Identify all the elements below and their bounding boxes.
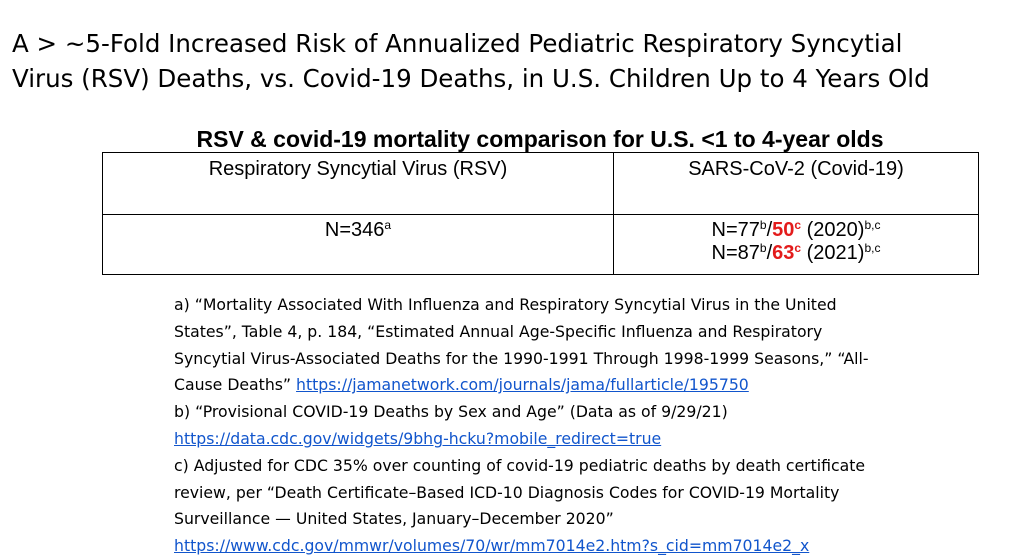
covid-2020-year: (2020) — [801, 219, 865, 241]
table-header-row: Respiratory Syncytial Virus (RSV) SARS-C… — [102, 152, 979, 215]
footnote-ref-a: a — [384, 218, 392, 232]
footnote-c-link[interactable]: https://www.cdc.gov/mmwr/volumes/70/wr/m… — [174, 536, 810, 556]
covid-2021-year: (2021) — [801, 242, 865, 264]
footnote-a-line-2: States”, Table 4, p. 184, “Estimated Ann… — [174, 321, 823, 341]
footnote-b-line-1: b) “Provisional COVID-19 Deaths by Sex a… — [174, 402, 728, 422]
footnotes: a) “Mortality Associated With Influenza … — [174, 292, 964, 560]
footnote-a-line-4: Cause Deaths” https://jamanetwork.com/jo… — [174, 372, 964, 399]
covid-deaths-cell: N=77b/50c (2020)b,c N=87b/63c (2021)b,c — [613, 214, 979, 275]
footnote-a-link[interactable]: https://jamanetwork.com/journals/jama/fu… — [296, 375, 749, 395]
footnote-ref-b: b — [759, 241, 767, 255]
footnote-c-line-3: Surveillance — United States, January–De… — [174, 509, 614, 529]
covid-2020-adjusted: 50 — [772, 219, 795, 241]
footnote-ref-b: b — [759, 218, 767, 232]
rsv-column-header: Respiratory Syncytial Virus (RSV) — [102, 152, 614, 215]
footnote-ref-bc: b,c — [864, 241, 881, 255]
mortality-comparison-table: Respiratory Syncytial Virus (RSV) SARS-C… — [102, 152, 979, 275]
covid-2021-adjusted: 63 — [772, 242, 795, 264]
footnote-a-text: Cause Deaths” — [174, 375, 297, 395]
covid-2020-slash: / — [766, 219, 773, 241]
slide-title-line-1: A > ~5-Fold Increased Risk of Annualized… — [12, 29, 903, 58]
table-row: N=346a N=77b/50c (2020)b,c N=87b/63c (20… — [102, 214, 979, 275]
covid-2020-reported: N=77 — [711, 219, 760, 241]
footnote-ref-bc: b,c — [864, 218, 881, 232]
slide-title-line-2: Virus (RSV) Deaths, vs. Covid-19 Deaths,… — [12, 64, 930, 93]
covid-2021-slash: / — [766, 242, 773, 264]
footnote-b-link[interactable]: https://data.cdc.gov/widgets/9bhg-hcku?m… — [174, 428, 662, 448]
footnote-ref-c: c — [794, 218, 802, 232]
footnote-a-line-3: Syncytial Virus-Associated Deaths for th… — [174, 348, 869, 368]
footnote-c-line-1: c) Adjusted for CDC 35% over counting of… — [174, 455, 866, 475]
rsv-deaths-value: N=346 — [324, 219, 385, 241]
footnote-ref-c: c — [794, 241, 802, 255]
rsv-deaths-cell: N=346a — [102, 214, 614, 275]
footnote-c-line-4: https://www.cdc.gov/mmwr/volumes/70/wr/m… — [174, 533, 964, 560]
footnote-c-line-2: review, per “Death Certificate–Based ICD… — [174, 482, 840, 502]
footnote-b-line-2: https://data.cdc.gov/widgets/9bhg-hcku?m… — [174, 426, 964, 453]
table-heading: RSV & covid-19 mortality comparison for … — [196, 126, 884, 152]
slide-title: A > ~5-Fold Increased Risk of Annualized… — [12, 26, 1017, 96]
footnote-a-line-1: a) “Mortality Associated With Influenza … — [174, 295, 837, 314]
covid-column-header: SARS-CoV-2 (Covid-19) — [613, 152, 979, 215]
covid-deaths-2021: N=87b/63c (2021)b,c — [614, 242, 978, 265]
covid-2021-reported: N=87 — [711, 242, 760, 264]
covid-deaths-2020: N=77b/50c (2020)b,c — [614, 219, 978, 242]
